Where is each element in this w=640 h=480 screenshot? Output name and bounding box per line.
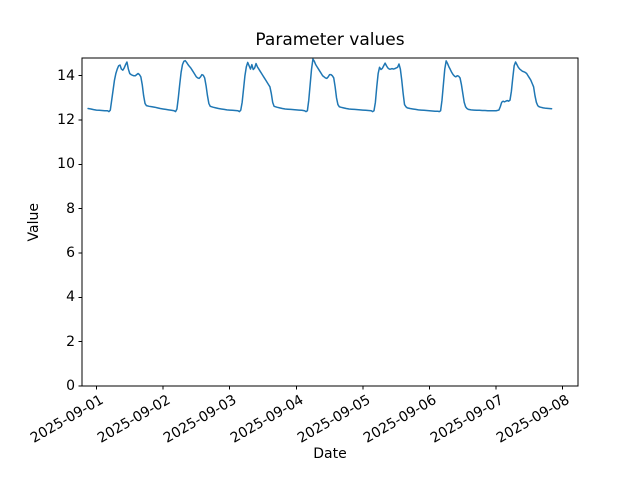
y-tick-label: 10: [57, 156, 75, 173]
series-line-parameter: [87, 58, 553, 113]
plot-border: [81, 57, 579, 387]
y-tick-label: 0: [66, 378, 75, 394]
x-axis-label: Date: [313, 446, 347, 462]
y-tick-label: 6: [66, 245, 75, 262]
chart-title: Parameter values: [255, 30, 405, 50]
y-tick-label: 8: [66, 200, 75, 217]
y-tick-label: 14: [57, 67, 75, 84]
y-tick-label: 2: [66, 333, 75, 350]
y-tick-label: 4: [66, 289, 75, 306]
y-tick-label: 12: [57, 112, 75, 129]
